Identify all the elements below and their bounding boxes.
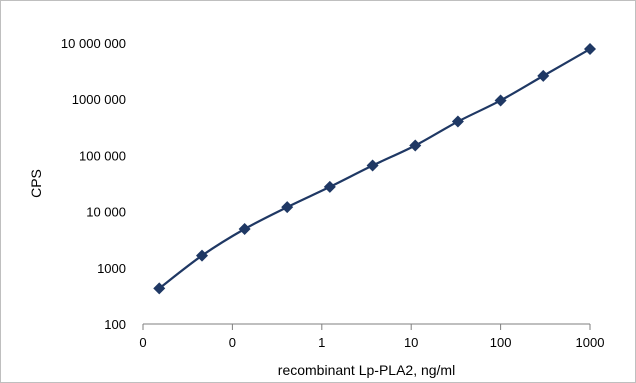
data-point — [153, 282, 166, 295]
x-tick-label: 0 — [139, 335, 146, 350]
data-point — [584, 43, 596, 56]
data-point — [281, 201, 294, 214]
data-point — [323, 180, 336, 193]
y-tick-label: 1000 000 — [72, 92, 126, 107]
y-tick-label: 1000 — [97, 261, 126, 276]
y-tick-label: 100 000 — [79, 148, 126, 163]
data-point — [537, 69, 550, 82]
x-tick-label: 1000 — [576, 335, 605, 350]
x-tick-label: 1 — [318, 335, 325, 350]
y-axis-ticks: 100 1000 10 000 100 000 1000 000 10 000 000 — [61, 36, 126, 332]
x-tick-label: 100 — [490, 335, 512, 350]
x-axis-title: recombinant Lp-PLA2, ng/ml — [278, 362, 455, 378]
data-point — [196, 249, 208, 262]
x-axis-ticks: 0 0 1 10 100 1000 — [139, 324, 604, 350]
y-tick-label: 100 — [104, 317, 126, 332]
x-tick-label: 10 — [404, 335, 418, 350]
data-point — [366, 159, 379, 172]
x-tick-label: 0 — [229, 335, 236, 350]
series-layer — [153, 43, 596, 295]
data-point — [409, 139, 422, 152]
data-point — [238, 223, 251, 236]
y-axis-title: CPS — [28, 169, 44, 198]
data-point — [451, 115, 464, 128]
data-point — [494, 94, 507, 107]
y-tick-label: 10 000 — [86, 205, 126, 220]
y-tick-label: 10 000 000 — [61, 36, 126, 51]
